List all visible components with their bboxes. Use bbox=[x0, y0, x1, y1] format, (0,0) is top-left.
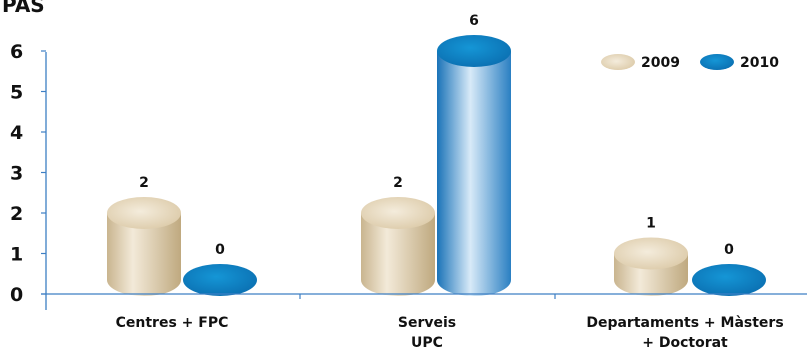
legend-item-2009: 2009 bbox=[601, 54, 680, 71]
y-tick-label: 3 bbox=[10, 163, 23, 185]
bar-top bbox=[437, 35, 511, 67]
bar-2010: 0 bbox=[183, 242, 257, 296]
legend-item-2010: 2010 bbox=[700, 54, 779, 71]
x-tick-label: Serveis bbox=[398, 315, 456, 331]
chart-title: PAS bbox=[2, 0, 45, 17]
bar-2009: 2 bbox=[361, 175, 435, 296]
data-label: 6 bbox=[469, 13, 479, 29]
bar-top bbox=[692, 264, 766, 296]
data-label: 1 bbox=[646, 216, 656, 232]
data-label: 2 bbox=[393, 175, 403, 191]
data-label: 0 bbox=[215, 242, 225, 258]
bar-top bbox=[614, 237, 688, 270]
legend-swatch bbox=[601, 54, 635, 70]
bar-top bbox=[107, 197, 181, 229]
bar-2010: 6 bbox=[437, 13, 511, 296]
bar-body bbox=[107, 213, 181, 296]
x-tick-label: + Doctorat bbox=[642, 335, 728, 348]
data-label: 2 bbox=[139, 175, 149, 191]
bar-body bbox=[361, 213, 435, 296]
legend-swatch bbox=[700, 54, 734, 70]
y-axis: 0 1 2 3 4 5 6 bbox=[10, 41, 47, 310]
bar-top bbox=[361, 197, 435, 229]
bar-2010: 0 bbox=[692, 242, 766, 296]
x-axis: Centres + FPC Serveis UPC Departaments + Mà… bbox=[41, 293, 807, 348]
legend-label: 2009 bbox=[641, 55, 680, 71]
y-tick-label: 2 bbox=[10, 203, 23, 225]
x-tick-label: Departaments + Màsters bbox=[586, 315, 783, 331]
y-tick-label: 0 bbox=[10, 284, 23, 306]
y-tick-label: 6 bbox=[10, 41, 23, 63]
y-tick-label: 1 bbox=[10, 244, 23, 266]
x-tick-label: Centres + FPC bbox=[116, 315, 229, 331]
bars: 2 2 1 0 6 0 bbox=[107, 13, 766, 296]
x-tick-label: UPC bbox=[411, 335, 443, 348]
bar-body bbox=[437, 51, 511, 296]
bar-2009: 1 bbox=[614, 216, 688, 296]
y-tick-label: 4 bbox=[10, 122, 23, 144]
bar-2009: 2 bbox=[107, 175, 181, 296]
y-tick-label: 5 bbox=[10, 82, 23, 104]
data-label: 0 bbox=[724, 242, 734, 258]
legend-label: 2010 bbox=[740, 55, 779, 71]
legend: 2009 2010 bbox=[601, 54, 779, 71]
bar-top bbox=[183, 264, 257, 296]
